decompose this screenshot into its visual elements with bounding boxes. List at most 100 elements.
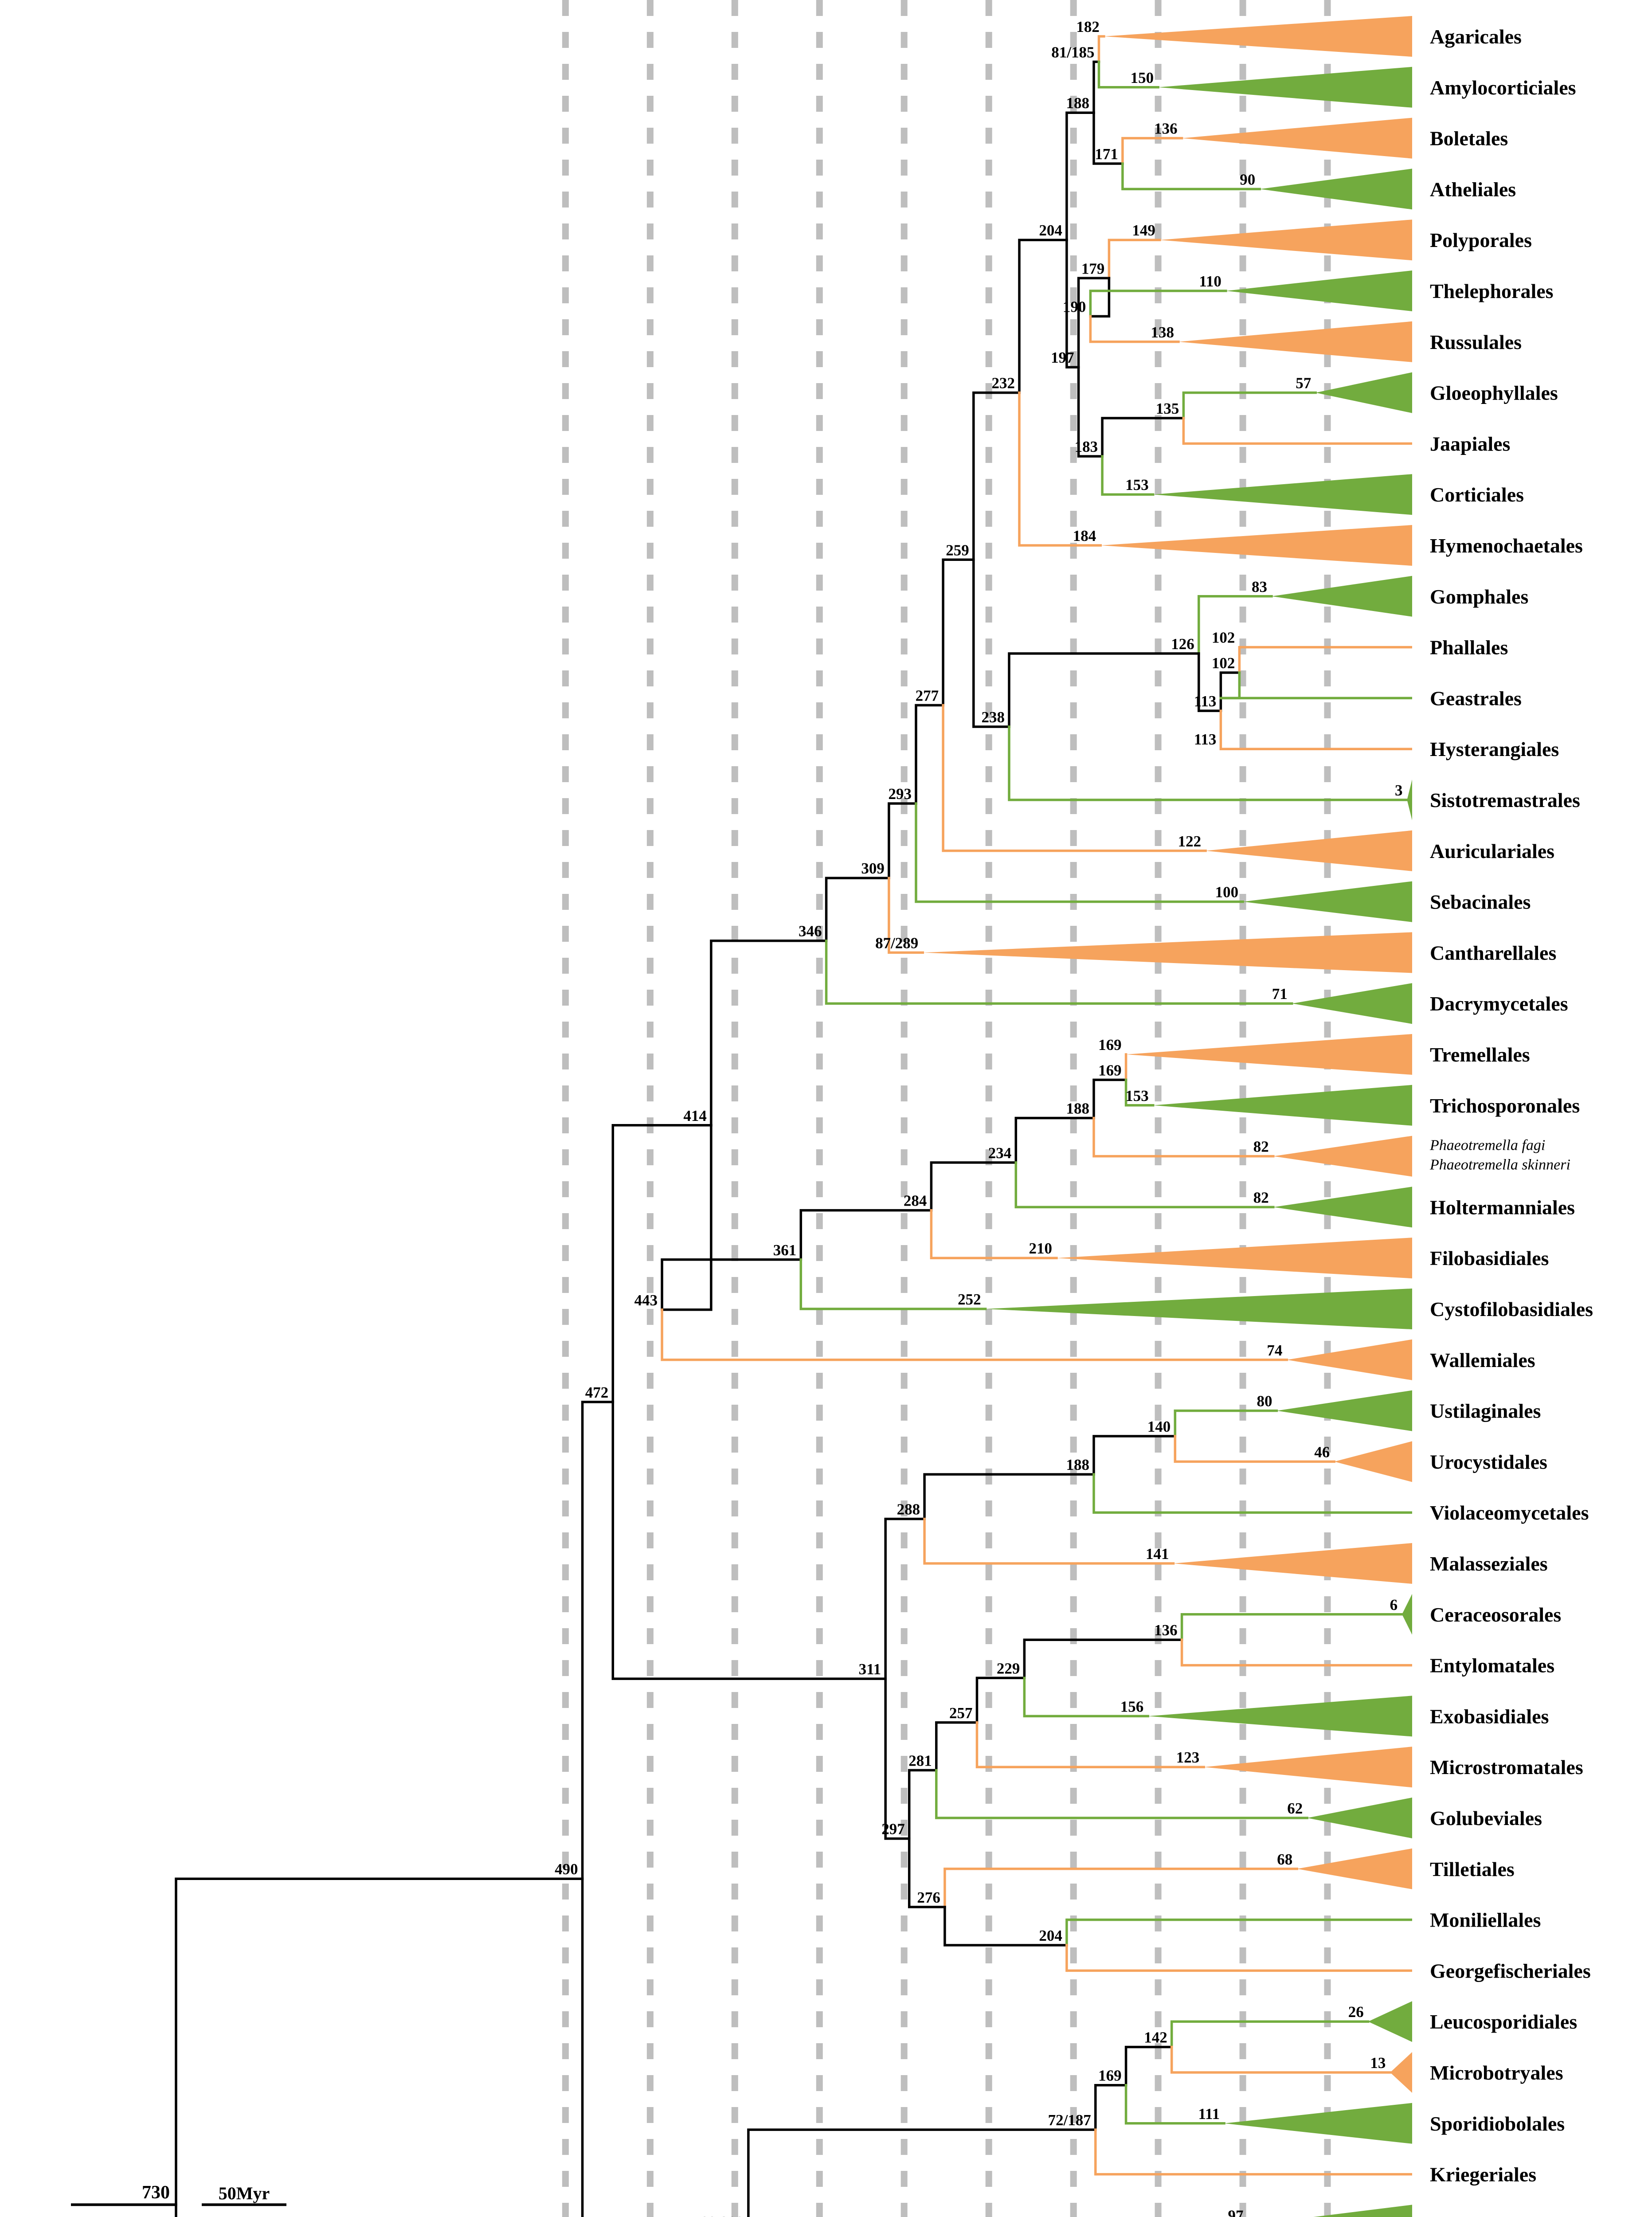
svg-text:414: 414: [683, 1107, 707, 1124]
svg-text:182: 182: [1076, 18, 1100, 35]
svg-text:Violaceomycetales: Violaceomycetales: [1430, 1501, 1589, 1524]
svg-text:Russulales: Russulales: [1430, 331, 1522, 353]
svg-text:Tilletiales: Tilletiales: [1430, 1858, 1515, 1880]
svg-text:Kriegeriales: Kriegeriales: [1430, 2163, 1536, 2186]
svg-text:257: 257: [949, 1704, 973, 1722]
svg-text:Golubeviales: Golubeviales: [1430, 1807, 1542, 1829]
svg-text:252: 252: [958, 1291, 981, 1308]
svg-text:276: 276: [917, 1889, 940, 1906]
svg-text:210: 210: [1029, 1240, 1053, 1257]
svg-text:309: 309: [861, 860, 885, 877]
svg-text:169: 169: [1098, 1061, 1122, 1079]
svg-text:Boletales: Boletales: [1430, 127, 1508, 150]
svg-text:Tremellales: Tremellales: [1430, 1043, 1530, 1066]
svg-text:Sporidiobolales: Sporidiobolales: [1430, 2112, 1565, 2135]
svg-text:190: 190: [1063, 298, 1086, 315]
svg-text:Amylocorticiales: Amylocorticiales: [1430, 76, 1576, 99]
svg-text:82: 82: [1253, 1138, 1269, 1156]
svg-text:232: 232: [992, 375, 1015, 392]
svg-text:153: 153: [1125, 476, 1149, 494]
svg-text:Sebacinales: Sebacinales: [1430, 891, 1531, 913]
svg-text:13: 13: [1370, 2054, 1386, 2072]
svg-text:188: 188: [1066, 1456, 1090, 1473]
svg-text:156: 156: [1120, 1698, 1144, 1715]
svg-text:50Myr: 50Myr: [219, 2183, 270, 2203]
svg-text:Atheliales: Atheliales: [1430, 178, 1516, 200]
svg-text:Microbotryales: Microbotryales: [1430, 2061, 1563, 2084]
svg-text:68: 68: [1277, 1851, 1292, 1868]
svg-text:81/185: 81/185: [1051, 43, 1094, 61]
svg-text:92/392: 92/392: [701, 2213, 744, 2217]
svg-text:Leucosporidiales: Leucosporidiales: [1430, 2010, 1577, 2033]
svg-text:113: 113: [1194, 731, 1217, 748]
svg-text:3: 3: [1395, 782, 1403, 799]
svg-text:234: 234: [988, 1144, 1012, 1162]
svg-text:126: 126: [1171, 635, 1194, 653]
svg-text:87/289: 87/289: [875, 934, 918, 952]
svg-text:Corticiales: Corticiales: [1430, 483, 1524, 506]
svg-text:153: 153: [1125, 1087, 1149, 1105]
svg-text:Agaricales: Agaricales: [1430, 25, 1522, 48]
svg-text:135: 135: [1156, 400, 1179, 417]
svg-text:136: 136: [1154, 120, 1178, 137]
svg-text:110: 110: [1199, 273, 1221, 290]
svg-text:730: 730: [142, 2182, 170, 2203]
svg-text:142: 142: [1144, 2029, 1167, 2046]
svg-text:140: 140: [1147, 1418, 1171, 1435]
svg-text:Auriculariales: Auriculariales: [1430, 840, 1554, 862]
svg-text:102: 102: [1212, 629, 1235, 646]
svg-text:188: 188: [1066, 94, 1090, 112]
svg-text:277: 277: [916, 687, 939, 705]
svg-text:169: 169: [1098, 1036, 1122, 1054]
svg-text:141: 141: [1146, 1545, 1169, 1563]
svg-text:293: 293: [889, 785, 912, 803]
svg-text:Cantharellales: Cantharellales: [1430, 941, 1556, 964]
svg-text:169: 169: [1098, 2067, 1122, 2084]
svg-text:Moniliellales: Moniliellales: [1430, 1909, 1541, 1931]
svg-text:472: 472: [585, 1384, 609, 1401]
svg-text:Cystobasidiales: Cystobasidiales: [1430, 2214, 1565, 2217]
svg-text:Entylomatales: Entylomatales: [1430, 1654, 1554, 1677]
svg-text:Jaapiales: Jaapiales: [1430, 432, 1510, 455]
svg-text:97: 97: [1228, 2207, 1244, 2217]
svg-text:Ceraceosorales: Ceraceosorales: [1430, 1603, 1561, 1626]
svg-text:490: 490: [555, 1861, 578, 1878]
svg-text:Holtermanniales: Holtermanniales: [1430, 1196, 1575, 1218]
svg-text:100: 100: [1215, 884, 1239, 901]
svg-text:311: 311: [859, 1661, 881, 1678]
svg-text:71: 71: [1272, 985, 1288, 1003]
svg-text:122: 122: [1178, 833, 1202, 850]
svg-text:Wallemiales: Wallemiales: [1430, 1349, 1535, 1371]
svg-text:281: 281: [908, 1752, 932, 1769]
svg-text:346: 346: [799, 923, 822, 940]
svg-text:Malasseziales: Malasseziales: [1430, 1552, 1548, 1575]
svg-text:57: 57: [1296, 375, 1311, 392]
svg-text:Dacrymycetales: Dacrymycetales: [1430, 992, 1568, 1015]
svg-text:Georgefischeriales: Georgefischeriales: [1430, 1959, 1591, 1982]
svg-text:297: 297: [881, 1821, 905, 1838]
svg-text:Phaeotremella skinneri: Phaeotremella skinneri: [1429, 1157, 1570, 1173]
svg-text:229: 229: [997, 1660, 1020, 1677]
svg-text:Filobasidiales: Filobasidiales: [1430, 1247, 1549, 1269]
svg-text:Phallales: Phallales: [1430, 636, 1508, 659]
svg-text:Sistotremastrales: Sistotremastrales: [1430, 789, 1580, 811]
svg-text:197: 197: [1051, 349, 1074, 366]
svg-text:Exobasidiales: Exobasidiales: [1430, 1705, 1549, 1727]
svg-text:259: 259: [946, 541, 969, 559]
svg-text:72/187: 72/187: [1048, 2111, 1091, 2129]
svg-text:138: 138: [1151, 324, 1174, 341]
svg-text:Cystofilobasidiales: Cystofilobasidiales: [1430, 1298, 1593, 1320]
svg-text:113: 113: [1194, 693, 1217, 710]
svg-text:443: 443: [634, 1292, 658, 1309]
svg-text:288: 288: [897, 1501, 920, 1518]
svg-text:123: 123: [1176, 1749, 1200, 1766]
svg-text:62: 62: [1287, 1800, 1303, 1817]
svg-text:111: 111: [1198, 2105, 1220, 2123]
svg-text:Trichosporonales: Trichosporonales: [1430, 1094, 1580, 1117]
svg-text:80: 80: [1257, 1393, 1272, 1410]
svg-text:361: 361: [773, 1242, 797, 1259]
svg-text:90: 90: [1240, 171, 1255, 188]
svg-text:74: 74: [1267, 1342, 1282, 1359]
svg-text:Gloeophyllales: Gloeophyllales: [1430, 382, 1558, 404]
svg-text:184: 184: [1073, 527, 1096, 544]
